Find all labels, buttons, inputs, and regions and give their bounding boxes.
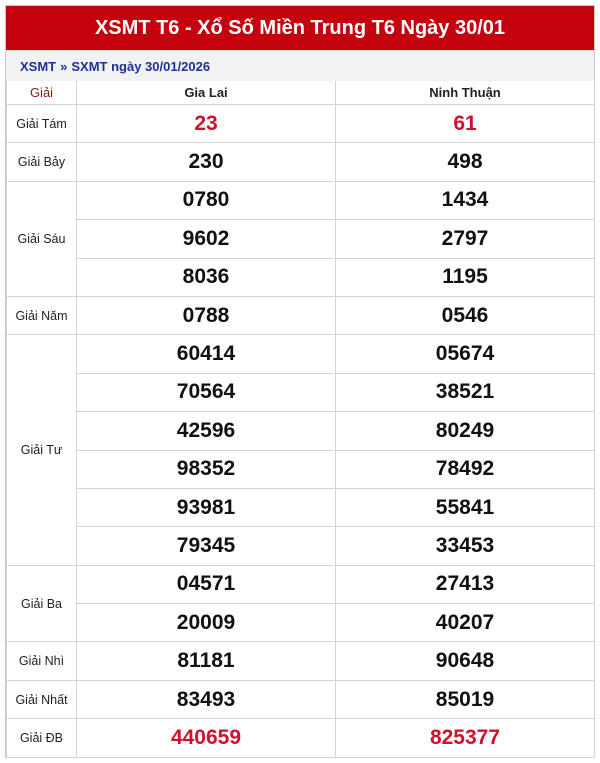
column-header-gia-lai[interactable]: Gia Lai <box>76 81 336 105</box>
table-row: Giải Nhì 81181 90648 <box>6 641 595 681</box>
result-ninh-thuan: 825377 <box>335 718 595 758</box>
result-ninh-thuan: 2797 <box>335 219 595 259</box>
table-row: 42596 80249 <box>7 411 595 451</box>
result-ninh-thuan: 1195 <box>335 257 595 297</box>
prize-label: Giải Tư <box>6 334 77 566</box>
table-row: 98352 78492 <box>7 449 595 489</box>
result-gia-lai: 83493 <box>76 679 336 720</box>
prize-label: Giải Sáu <box>6 180 77 297</box>
results-table: Giải Gia Lai Ninh Thuận Giải Tám 23 61 Giải… <box>6 81 595 758</box>
table-row: Giải ĐB 440659 825377 <box>6 718 595 758</box>
result-gia-lai: 81181 <box>76 641 336 681</box>
table-row: Giải Sáu 0780 1434 <box>6 180 595 297</box>
result-ninh-thuan: 90648 <box>335 641 595 681</box>
result-ninh-thuan: 38521 <box>335 372 595 413</box>
page-title: XSMT T6 - Xổ Số Miền Trung T6 Ngày 30/01 <box>6 6 594 50</box>
prize-label: Giải Nhất <box>6 679 77 720</box>
table-row: Giải Ba 04571 27413 <box>6 564 595 643</box>
result-gia-lai: 93981 <box>76 487 336 528</box>
table-row: Giải Tư 60414 05674 <box>6 334 595 566</box>
result-ninh-thuan: 498 <box>335 142 595 182</box>
result-gia-lai: 0780 <box>76 180 336 221</box>
result-ninh-thuan: 78492 <box>335 449 595 489</box>
result-gia-lai: 230 <box>76 142 336 182</box>
result-ninh-thuan: 27413 <box>335 564 595 605</box>
result-gia-lai: 23 <box>76 103 336 144</box>
table-row: 79345 33453 <box>7 526 595 566</box>
table-header-row: Giải Gia Lai Ninh Thuận <box>6 81 595 105</box>
table-row: Giải Tám 23 61 <box>6 103 595 144</box>
result-gia-lai: 9602 <box>76 219 336 259</box>
prize-label: Giải ĐB <box>6 718 77 758</box>
result-ninh-thuan: 1434 <box>335 180 595 221</box>
breadcrumb: XSMT » SXMT ngày 30/01/2026 <box>6 50 594 81</box>
result-gia-lai: 79345 <box>76 526 336 566</box>
result-ninh-thuan: 80249 <box>335 411 595 451</box>
column-header-prize: Giải <box>6 81 77 105</box>
table-row: Giải Bảy 230 498 <box>6 142 595 182</box>
results-panel: XSMT T6 - Xổ Số Miền Trung T6 Ngày 30/01… <box>5 5 595 758</box>
table-row: 20009 40207 <box>7 603 595 643</box>
table-row: 9602 2797 <box>7 219 595 259</box>
breadcrumb-link-xsmt[interactable]: XSMT <box>20 58 57 74</box>
table-row: 93981 55841 <box>7 487 595 528</box>
result-ninh-thuan: 85019 <box>335 679 595 720</box>
table-row: 8036 1195 <box>7 257 595 297</box>
result-ninh-thuan: 05674 <box>335 334 595 374</box>
result-gia-lai: 20009 <box>76 603 336 643</box>
result-gia-lai: 42596 <box>76 411 336 451</box>
column-header-ninh-thuan[interactable]: Ninh Thuận <box>335 81 595 105</box>
prize-label: Giải Ba <box>6 564 77 643</box>
result-gia-lai: 0788 <box>76 295 336 336</box>
breadcrumb-current[interactable]: SXMT ngày 30/01/2026 <box>71 58 211 74</box>
table-row: Giải Nhất 83493 85019 <box>6 679 595 720</box>
prize-label: Giải Tám <box>6 103 77 144</box>
result-ninh-thuan: 40207 <box>335 603 595 643</box>
result-gia-lai: 440659 <box>76 718 336 758</box>
result-ninh-thuan: 61 <box>335 103 595 144</box>
prize-label: Giải Năm <box>6 295 77 336</box>
result-gia-lai: 98352 <box>76 449 336 489</box>
result-gia-lai: 60414 <box>76 334 336 374</box>
result-gia-lai: 8036 <box>76 257 336 297</box>
result-ninh-thuan: 0546 <box>335 295 595 336</box>
result-ninh-thuan: 55841 <box>335 487 595 528</box>
result-ninh-thuan: 33453 <box>335 526 595 566</box>
table-row: 70564 38521 <box>7 372 595 413</box>
result-gia-lai: 70564 <box>76 372 336 413</box>
prize-label: Giải Nhì <box>6 641 77 681</box>
breadcrumb-separator: » <box>60 58 68 74</box>
table-row: Giải Năm 0788 0546 <box>6 295 595 336</box>
result-gia-lai: 04571 <box>76 564 336 605</box>
prize-label: Giải Bảy <box>6 142 77 182</box>
